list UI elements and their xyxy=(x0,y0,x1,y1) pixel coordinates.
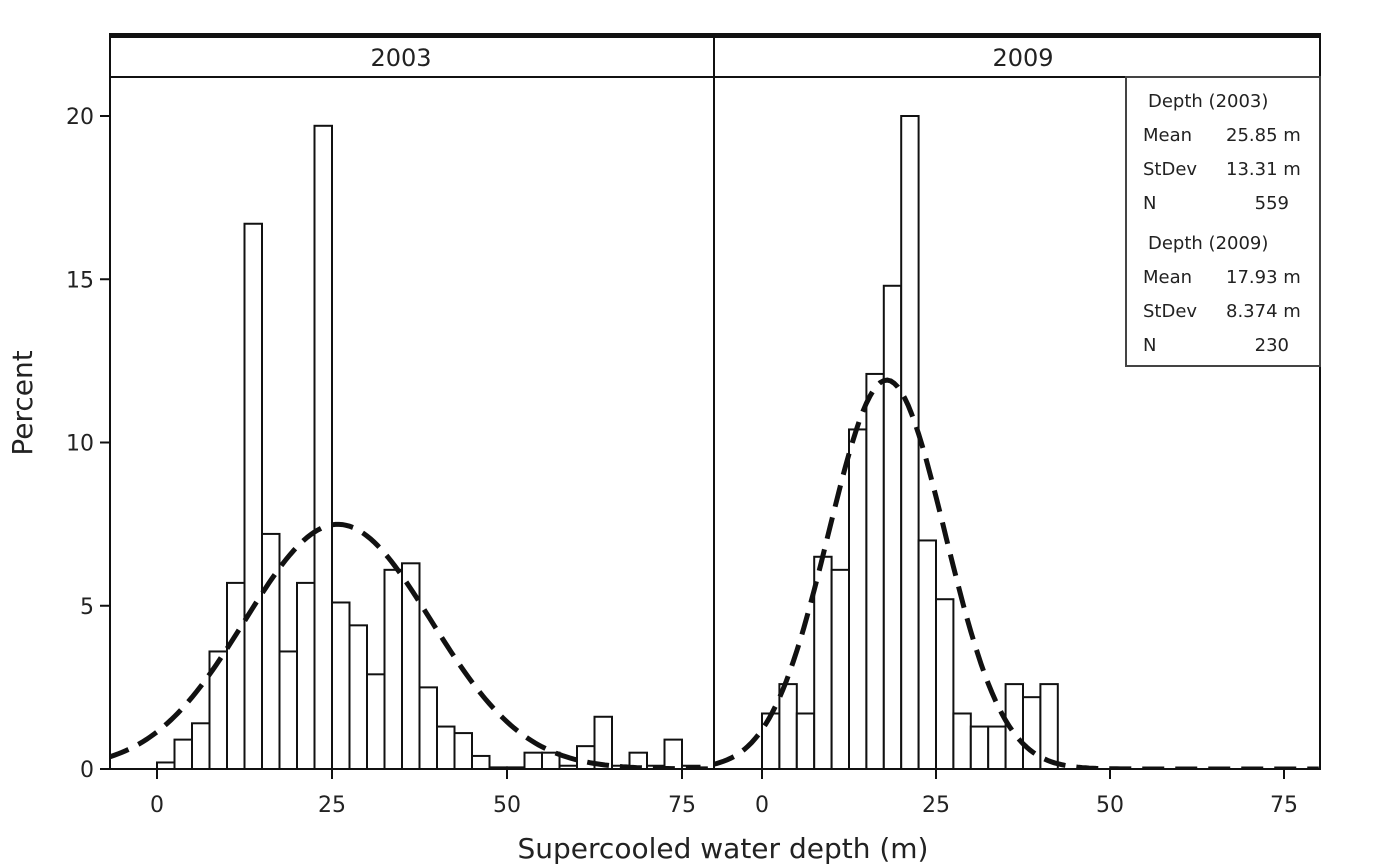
histogram-bar xyxy=(1039,683,1059,769)
normal-fit-2009 xyxy=(714,377,1319,769)
histogram-bar xyxy=(952,712,972,769)
histogram-bar xyxy=(348,624,368,769)
histogram-bar xyxy=(226,581,246,769)
histogram-bar xyxy=(261,532,281,769)
legend-value-mean-2003: 25.85 m xyxy=(1226,125,1301,146)
legend-value-stdev-2003: 13.31 m xyxy=(1226,159,1301,180)
histogram-bar xyxy=(331,601,351,769)
legend-label-stdev-2009: StDev xyxy=(1143,301,1197,322)
histogram-bar xyxy=(243,222,263,769)
legend-label-n-2003: N xyxy=(1143,193,1156,214)
histogram-bar xyxy=(865,372,885,769)
panel-title-2003: 2003 xyxy=(370,44,431,72)
x-tick-label: 0 xyxy=(755,793,769,818)
histogram-bar xyxy=(541,751,561,769)
histogram-bar xyxy=(156,761,176,769)
histogram-bar xyxy=(935,598,955,769)
y-axis-title: Percent xyxy=(6,350,39,455)
legend-label-stdev-2003: StDev xyxy=(1143,159,1197,180)
histogram-bar xyxy=(900,115,920,769)
histogram-bar xyxy=(383,568,403,769)
histogram-bar xyxy=(436,725,456,769)
legend-box xyxy=(1125,76,1321,367)
histogram-bar xyxy=(795,712,816,769)
histogram-bar xyxy=(593,715,613,769)
legend-label-mean-2009: Mean xyxy=(1143,267,1192,288)
legend-header-2009: Depth (2009) xyxy=(1148,233,1268,254)
legend-label-n-2009: N xyxy=(1143,335,1156,356)
x-tick-label: 25 xyxy=(922,793,950,818)
x-axis-title: Supercooled water depth (m) xyxy=(518,832,929,865)
histogram-bar xyxy=(523,751,543,769)
histogram-bar xyxy=(471,754,491,769)
histogram-bar xyxy=(506,766,526,769)
y-tick-label: 15 xyxy=(66,268,94,293)
histogram-bar xyxy=(488,766,508,769)
y-tick-label: 20 xyxy=(66,105,94,130)
y-tick-label: 5 xyxy=(80,595,94,620)
histogram-bar xyxy=(882,284,903,769)
legend-stats: Depth (2003) Mean 25.85 m StDev 13.31 m … xyxy=(1143,91,1301,356)
panel-title-2009: 2009 xyxy=(992,44,1053,72)
legend-value-mean-2009: 17.93 m xyxy=(1226,267,1301,288)
histogram-bar xyxy=(296,581,316,769)
axes: 0 25 50 75 0 25 50 75 0 5 10 15 20 xyxy=(66,105,1298,818)
legend-value-stdev-2009: 8.374 m xyxy=(1226,301,1301,322)
x-tick-label: 50 xyxy=(493,793,521,818)
legend-value-n-2009: 230 xyxy=(1255,335,1289,356)
x-tick-label: 0 xyxy=(150,793,164,818)
histogram-bar xyxy=(278,650,298,769)
histogram-bar xyxy=(1022,696,1042,769)
x-tick-label: 25 xyxy=(318,793,346,818)
bars-2003 xyxy=(156,124,701,769)
x-tick-label: 75 xyxy=(668,793,696,818)
histogram-bar xyxy=(191,722,211,769)
legend-header-2003: Depth (2003) xyxy=(1148,91,1268,112)
histogram-bar xyxy=(917,539,937,769)
histogram-bar xyxy=(969,725,990,769)
normal-fit-2003 xyxy=(110,521,714,769)
x-tick-label: 75 xyxy=(1270,793,1298,818)
normal-fit-curve xyxy=(714,377,1319,769)
normal-fit-curve xyxy=(110,521,714,769)
histogram-bar xyxy=(401,562,421,769)
histogram-bar xyxy=(987,725,1007,769)
x-tick-label: 50 xyxy=(1096,793,1124,818)
histogram-bar xyxy=(366,673,386,769)
histogram-bar xyxy=(558,764,578,769)
bars-2009 xyxy=(761,115,1059,769)
legend-label-mean-2003: Mean xyxy=(1143,125,1192,146)
legend-value-n-2003: 559 xyxy=(1255,193,1289,214)
histogram-bar xyxy=(663,738,683,769)
histogram-bar xyxy=(418,686,438,769)
histogram-bar xyxy=(848,428,868,769)
histogram-bar xyxy=(313,124,333,769)
y-tick-label: 0 xyxy=(80,758,94,783)
histogram-bar xyxy=(173,738,193,769)
y-tick-label: 10 xyxy=(66,432,94,457)
histogram-bar xyxy=(830,568,850,769)
histogram-bar xyxy=(453,732,473,769)
